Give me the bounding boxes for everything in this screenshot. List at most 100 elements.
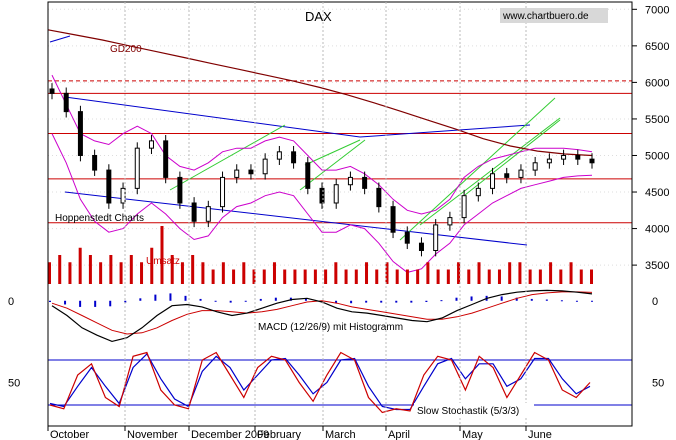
volume-bar bbox=[272, 262, 276, 284]
candle-body bbox=[92, 154, 98, 171]
green-trend-line bbox=[169, 124, 286, 191]
macd-histogram-bar bbox=[560, 300, 563, 302]
axes: 3500 4000 4500 5000 5500 6000 6500 7000 0 0 50 50 Oc… bbox=[8, 1, 669, 440]
macd-histogram-bar bbox=[124, 300, 127, 303]
volume-bar bbox=[232, 269, 236, 284]
macd-histogram-bar bbox=[79, 300, 82, 307]
volume-bar bbox=[48, 262, 51, 284]
volume-bar bbox=[313, 269, 317, 284]
macd-histogram-bar bbox=[139, 298, 142, 301]
price-tick-label: 6000 bbox=[645, 77, 669, 89]
month-label: November bbox=[127, 429, 178, 440]
volume-bar bbox=[109, 255, 113, 284]
volume-bar bbox=[395, 269, 399, 284]
candle-body bbox=[262, 158, 268, 175]
bollinger-upper bbox=[51, 74, 593, 215]
green-trend-line bbox=[464, 119, 561, 196]
candle-body bbox=[362, 176, 368, 189]
volume-bar bbox=[579, 269, 583, 284]
watermark: www.chartbuero.de bbox=[502, 11, 589, 22]
volume-bar bbox=[262, 269, 266, 284]
volume-bar bbox=[559, 269, 563, 284]
volume-bar bbox=[170, 255, 174, 284]
macd-tick-label-left: 0 bbox=[8, 296, 14, 308]
watermark-box bbox=[500, 8, 608, 23]
gd200-line bbox=[47, 29, 593, 157]
volume-bar bbox=[497, 269, 501, 284]
month-label: May bbox=[462, 429, 483, 440]
macd-histogram-bar bbox=[470, 296, 473, 301]
macd-histogram-bar bbox=[184, 295, 187, 301]
volume-bar bbox=[385, 262, 389, 284]
candle-body bbox=[163, 140, 169, 178]
candle-body bbox=[148, 140, 154, 149]
macd-histogram-bar bbox=[229, 300, 232, 303]
candle-body bbox=[433, 224, 439, 251]
macd-histogram-bar bbox=[64, 300, 67, 305]
candle-body bbox=[376, 187, 382, 208]
macd-histogram-bar bbox=[199, 298, 202, 301]
volume-bar bbox=[446, 269, 450, 284]
macd-histogram-bar bbox=[380, 300, 383, 303]
macd-histogram-bar bbox=[410, 300, 413, 303]
stochastic-panel bbox=[48, 351, 632, 414]
volume-bar bbox=[129, 255, 133, 284]
price-tick-label: 4000 bbox=[645, 224, 669, 236]
macd-panel bbox=[49, 289, 593, 343]
stochastic-label: Slow Stochastik (5/3/3) bbox=[417, 406, 519, 417]
trend-line-lower bbox=[64, 191, 528, 246]
volume-bar bbox=[416, 269, 420, 284]
volume-bar bbox=[334, 262, 338, 284]
candle-body bbox=[191, 202, 197, 222]
candle-body bbox=[418, 242, 424, 251]
candle-body bbox=[177, 176, 183, 204]
candle-body bbox=[106, 169, 112, 204]
volume-bar bbox=[160, 226, 164, 284]
volume-bar bbox=[68, 262, 72, 284]
macd-tick-label-right: 0 bbox=[652, 296, 658, 308]
price-tick-label: 5500 bbox=[645, 114, 669, 126]
macd-histogram-bar bbox=[214, 300, 217, 302]
volume-bar bbox=[549, 262, 553, 284]
candle-body bbox=[390, 206, 396, 233]
trend-line-short bbox=[49, 35, 71, 43]
chart-title: DAX bbox=[305, 9, 332, 24]
macd-histogram-bar bbox=[365, 300, 368, 303]
macd-histogram-bar bbox=[440, 300, 443, 302]
month-label: April bbox=[388, 429, 410, 440]
volume-bar bbox=[508, 262, 512, 284]
volume-bar bbox=[528, 269, 532, 284]
volume-bar bbox=[58, 255, 62, 284]
macd-histogram-bar bbox=[350, 300, 353, 304]
candle-body bbox=[589, 158, 595, 164]
volume-bar bbox=[293, 269, 297, 284]
volume-bar bbox=[150, 247, 154, 284]
month-label: June bbox=[528, 429, 552, 440]
macd-histogram-bar bbox=[244, 300, 247, 302]
volume-bar bbox=[180, 262, 184, 284]
trend-line-upper-2 bbox=[359, 124, 531, 138]
stoch-label-box bbox=[414, 403, 534, 417]
price-tick-label: 4500 bbox=[645, 187, 669, 199]
volume-bar bbox=[426, 262, 430, 284]
volume-panel bbox=[48, 226, 593, 284]
candle-body bbox=[461, 195, 467, 219]
volume-bar bbox=[140, 262, 144, 284]
volume-bar bbox=[344, 269, 348, 284]
candle-body bbox=[291, 151, 297, 164]
volume-bar bbox=[242, 262, 246, 284]
stoch-tick-label-left: 50 bbox=[8, 378, 20, 390]
macd-histogram-bar bbox=[304, 298, 307, 301]
candle-body bbox=[504, 173, 510, 178]
macd-label: MACD (12/26/9) mit Histogramm bbox=[258, 322, 403, 333]
volume-bar bbox=[487, 269, 491, 284]
green-trend-line bbox=[304, 139, 361, 166]
candle-body bbox=[120, 187, 126, 204]
month-label: February bbox=[257, 429, 302, 440]
volume-bar bbox=[538, 269, 542, 284]
volume-label: Umsatz bbox=[146, 256, 180, 267]
macd-histogram-bar bbox=[575, 300, 578, 302]
volume-bar bbox=[119, 262, 123, 284]
volume-bar bbox=[467, 269, 471, 284]
